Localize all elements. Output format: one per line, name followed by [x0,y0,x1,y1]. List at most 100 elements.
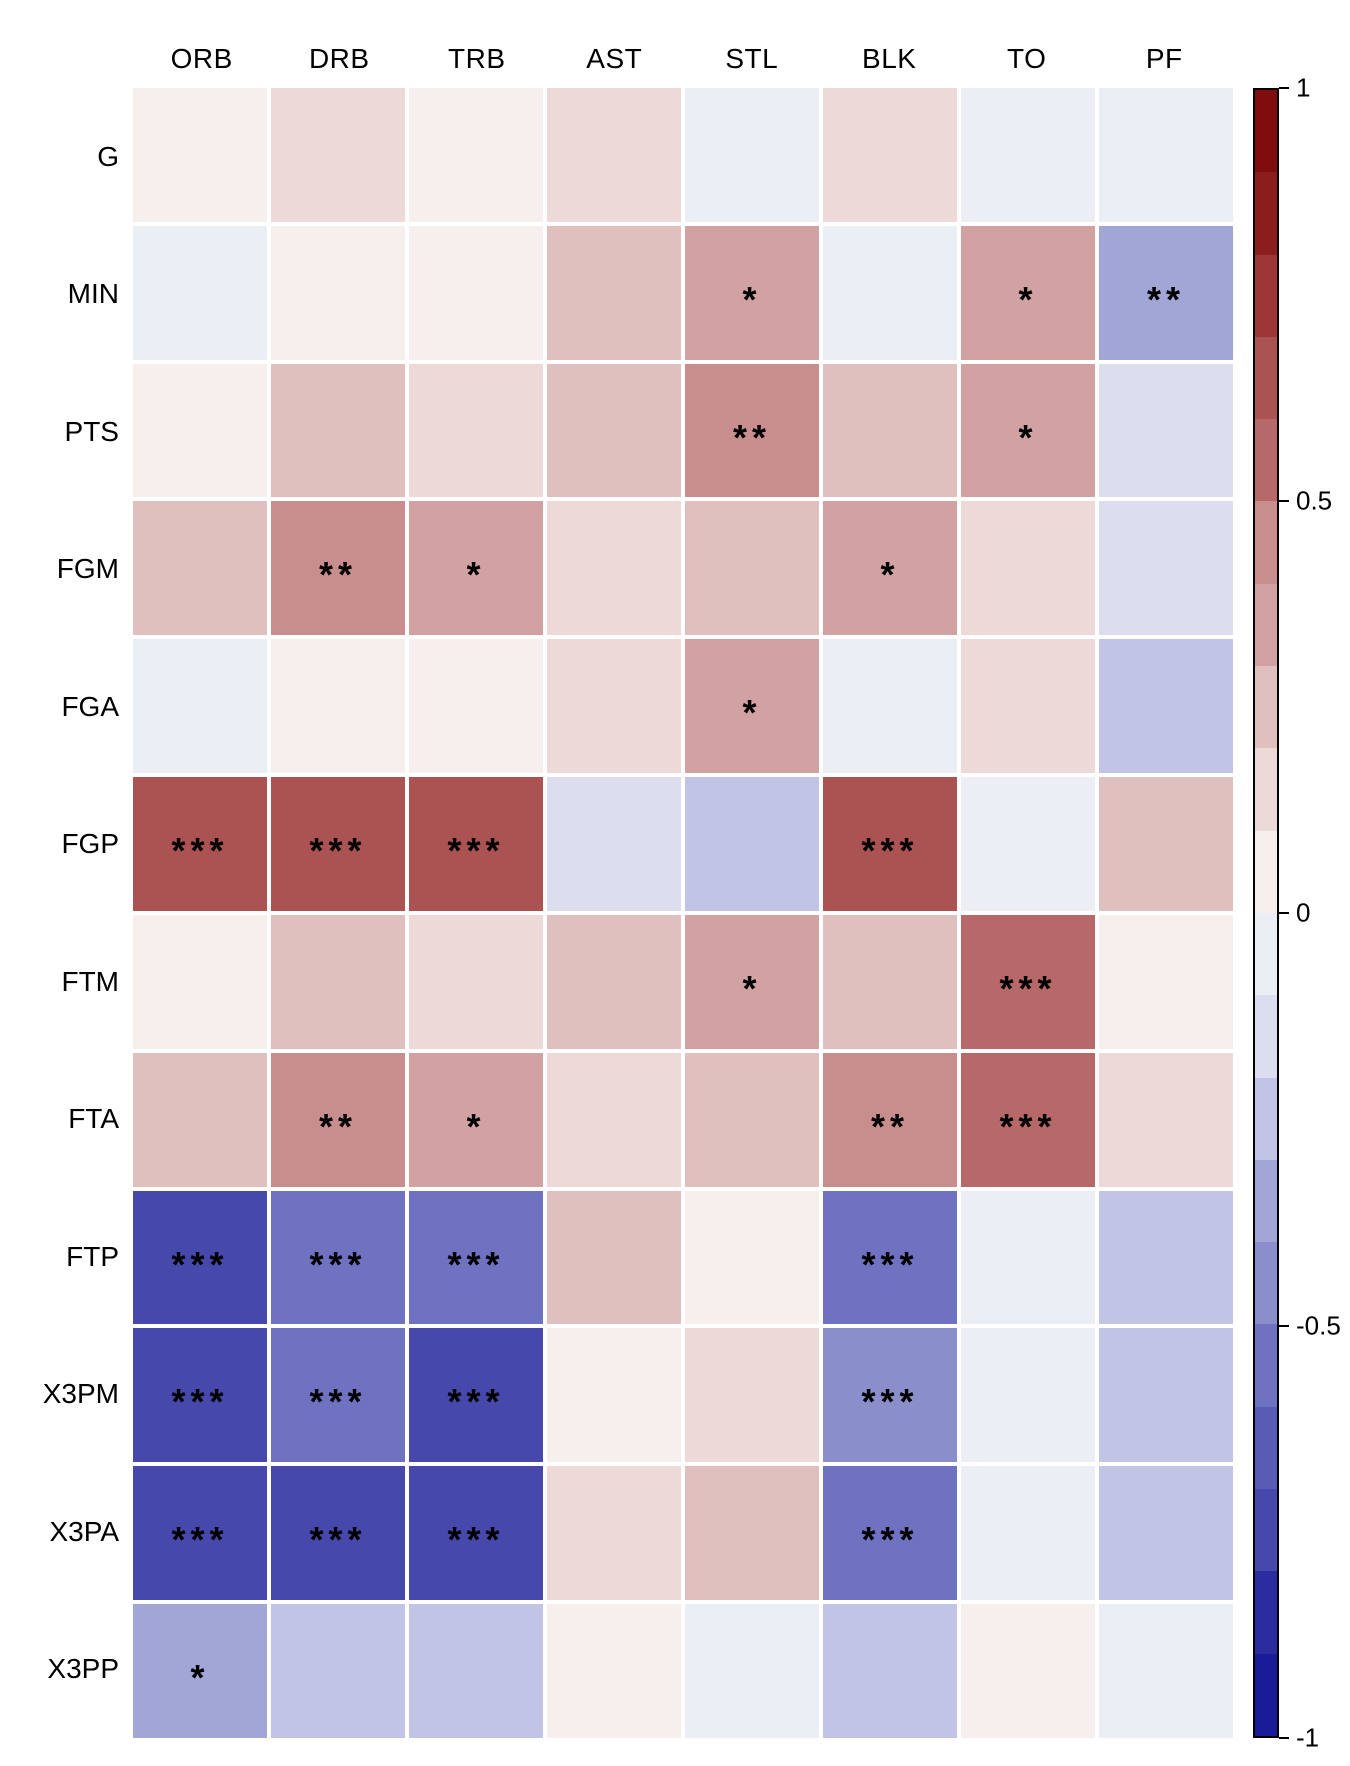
heatmap-cell: *** [961,1052,1095,1187]
colorbar-segment [1255,1159,1277,1243]
heatmap-cell [823,88,957,222]
heatmap-cell [961,1466,1095,1601]
significance-stars: * [1018,278,1038,320]
heatmap-cell: *** [409,1466,543,1601]
heatmap-cell: *** [961,914,1095,1049]
heatmap-cell: * [409,501,543,636]
significance-stars: ** [1146,278,1186,320]
colorbar-tick [1279,499,1289,502]
colorbar-tick-label: 0 [1296,897,1311,928]
heatmap-cell [547,1328,681,1463]
significance-stars: *** [171,830,229,872]
heatmap-cell [685,501,819,636]
col-label-TRB: TRB [448,43,506,74]
col-label-PF: PF [1145,43,1183,74]
row-label-X3PM: X3PM [42,1378,119,1410]
significance-stars: *** [447,1519,505,1561]
row-label-FTP: FTP [66,1240,119,1272]
colorbar-segment [1255,336,1277,420]
heatmap-cell: *** [133,1328,267,1463]
significance-stars: *** [861,1243,919,1285]
heatmap-cell: *** [133,777,267,911]
heatmap-grid: * * ** ** * ** * * * *** *** *** *** * *** ** * ** *** *** *… [133,88,1233,1738]
significance-stars: *** [447,830,505,872]
significance-stars: ** [732,416,772,458]
heatmap-cell: *** [409,1190,543,1325]
heatmap-cell: *** [823,777,957,911]
colorbar-segment [1255,254,1277,337]
significance-stars: ** [318,1105,358,1147]
significance-stars: * [742,968,762,1010]
heatmap-cell [133,1052,267,1187]
heatmap-cell [961,501,1095,636]
row-label-FGA: FGA [61,690,119,722]
significance-stars: * [466,1105,486,1147]
heatmap-cell [547,1604,681,1738]
heatmap-cell [1099,639,1233,774]
heatmap-cell [547,1466,681,1601]
significance-stars: ** [870,1105,910,1147]
colorbar-segment [1255,1077,1277,1160]
row-label-PTS: PTS [64,415,119,447]
heatmap-cell: *** [271,777,405,911]
colorbar-segment [1255,666,1277,749]
heatmap-cell: * [685,225,819,360]
colorbar-segment [1255,90,1277,173]
heatmap-cell [961,1190,1095,1325]
heatmap-cell [133,639,267,774]
significance-stars: *** [171,1381,229,1423]
colorbar-segment [1255,912,1277,996]
heatmap-cell [685,1052,819,1187]
heatmap-cell: * [685,639,819,774]
significance-stars: *** [171,1519,229,1561]
heatmap-cell: * [823,501,957,636]
col-label-STL: STL [725,43,779,74]
colorbar-tick-label: -0.5 [1296,1310,1341,1340]
heatmap-cell [685,1466,819,1601]
row-label-X3PA: X3PA [49,1515,119,1547]
colorbar-tick [1279,1324,1289,1327]
heatmap-cell [547,501,681,636]
heatmap-cell: * [685,914,819,1049]
heatmap-cell [1099,1052,1233,1187]
colorbar-segment [1255,1242,1277,1325]
heatmap-cell [133,501,267,636]
row-label-X3PP: X3PP [47,1653,119,1685]
col-label-ORB: ORB [170,43,233,74]
colorbar-tick [1279,912,1289,914]
significance-stars: *** [999,1105,1057,1147]
heatmap-cell [1099,501,1233,636]
significance-stars: *** [861,1519,919,1561]
row-labels: G MIN PTS FGM FGA FGP FTM FTA FTP X3PM X3PA X3PP [0,88,133,1738]
significance-stars: *** [447,1381,505,1423]
colorbar-segment [1255,1489,1277,1572]
colorbar-tick-label: -1 [1296,1722,1320,1753]
significance-stars: * [880,554,900,596]
row-label-FGM: FGM [56,553,119,585]
significance-stars: *** [309,830,367,872]
heatmap-cell: *** [133,1190,267,1325]
heatmap-cell [685,88,819,222]
heatmap-cell [547,777,681,911]
heatmap-cell [271,914,405,1049]
col-label-AST: AST [586,43,643,74]
significance-stars: * [190,1657,210,1699]
colorbar-tick-label: 0.5 [1296,485,1333,515]
heatmap-cell: *** [823,1328,957,1463]
heatmap-cell [823,914,957,1049]
heatmap-cell [271,639,405,774]
heatmap-cell [961,88,1095,222]
row-label-G: G [97,140,119,172]
colorbar-segment [1255,995,1277,1078]
heatmap-cell: ** [685,363,819,498]
heatmap-cell: *** [409,777,543,911]
heatmap-cell: *** [133,1466,267,1601]
heatmap-cell [823,363,957,498]
heatmap-cell [409,914,543,1049]
heatmap-cell [409,639,543,774]
heatmap-cell [823,1604,957,1738]
significance-stars: ** [318,554,358,596]
heatmap-cell: * [409,1052,543,1187]
colorbar-segment [1255,419,1277,502]
heatmap-cell [547,88,681,222]
